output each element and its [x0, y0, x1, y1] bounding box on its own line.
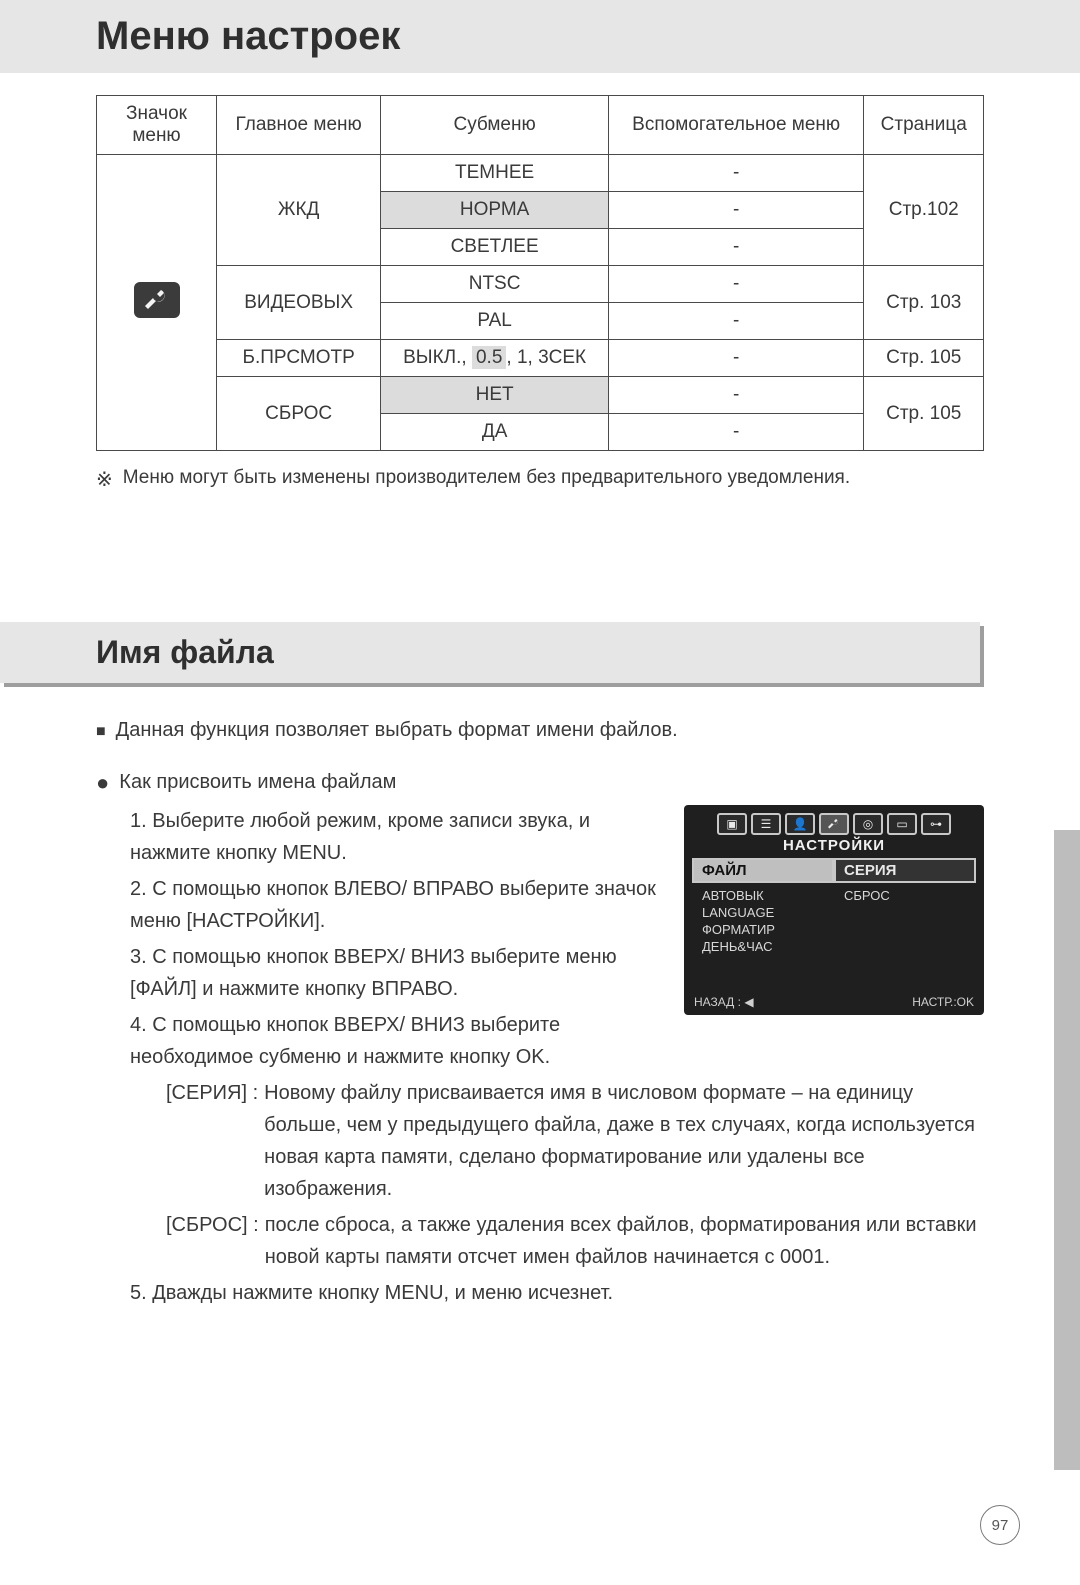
lcd-right-header: СЕРИЯ	[834, 858, 976, 883]
table-row: ВИДЕОВЫХ NTSC - Стр. 103	[97, 266, 984, 303]
section2-title-band: Имя файла	[0, 622, 980, 683]
howto-heading: ● Как присвоить имена файлам	[96, 771, 984, 795]
note-symbol: ※	[96, 467, 113, 492]
camera-lcd-screenshot: ▣ ☰ 👤 ◎ ▭ ⊶ НАСТРОЙКИ ФАЙЛ АВТОВЫК LANGU…	[684, 805, 984, 1015]
lcd-tabbar: ▣ ☰ 👤 ◎ ▭ ⊶	[692, 813, 976, 835]
step-4b-text: после сброса, а также удаления всех файл…	[265, 1209, 984, 1273]
note-text: Меню могут быть изменены производителем …	[123, 467, 850, 492]
lead-text: Данная функция позволяет выбрать формат …	[116, 719, 678, 745]
col-aux: Вспомогательное меню	[608, 96, 864, 155]
step-4a: [СЕРИЯ] : Новому файлу присваивается имя…	[166, 1077, 984, 1205]
page-cell: Стр. 105	[864, 377, 984, 451]
aux-cell: -	[608, 377, 864, 414]
submenu-cell: СВЕТЛЕЕ	[381, 229, 609, 266]
aux-cell: -	[608, 192, 864, 229]
step-4a-label: [СЕРИЯ] :	[166, 1077, 258, 1205]
settings-table: Значок меню Главное меню Субменю Вспомог…	[96, 95, 984, 451]
page-cell: Стр. 103	[864, 266, 984, 340]
lcd-tab-icon: ▣	[717, 813, 747, 835]
step-2: 2. С помощью кнопок ВЛЕВО/ ВПРАВО выбери…	[130, 873, 664, 937]
manual-page: Меню настроек Значок меню Главное меню С…	[0, 0, 1080, 1585]
lcd-item: СБРОС	[834, 887, 976, 904]
lcd-tab-icon: 👤	[785, 813, 815, 835]
content-area: Значок меню Главное меню Субменю Вспомог…	[0, 95, 1080, 492]
col-icon: Значок меню	[97, 96, 217, 155]
main-menu-cell: ВИДЕОВЫХ	[217, 266, 381, 340]
lcd-tab-icon: ▭	[887, 813, 917, 835]
page-cell: Стр.102	[864, 155, 984, 266]
main-menu-cell: Б.ПРСМОТР	[217, 340, 381, 377]
lcd-foot-left: НАЗАД : ◀	[694, 995, 754, 1009]
steps-continued: [СЕРИЯ] : Новому файлу присваивается имя…	[130, 1077, 984, 1309]
main-menu-cell: СБРОС	[217, 377, 381, 451]
lcd-title: НАСТРОЙКИ	[692, 837, 976, 854]
submenu-cell: НОРМА	[381, 192, 609, 229]
step-3: 3. С помощью кнопок ВВЕРХ/ ВНИЗ выберите…	[130, 941, 664, 1005]
lcd-tab-icon: ◎	[853, 813, 883, 835]
submenu-cell: ВЫКЛ., 0.5, 1, 3СЕК	[381, 340, 609, 377]
page-number: 97	[980, 1505, 1020, 1545]
step-4b: [СБРОС] : после сброса, а также удаления…	[166, 1209, 984, 1273]
table-row: ЖКД ТЕМНЕЕ - Стр.102	[97, 155, 984, 192]
main-menu-cell: ЖКД	[217, 155, 381, 266]
lcd-item: ФОРМАТИР	[692, 921, 834, 938]
page-title: Меню настроек	[96, 14, 1080, 59]
submenu-cell: ДА	[381, 414, 609, 451]
lcd-left-col: ФАЙЛ АВТОВЫК LANGUAGE ФОРМАТИР ДЕНЬ&ЧАС	[692, 858, 834, 955]
howto-title: Как присвоить имена файлам	[119, 771, 396, 795]
submenu-cell: NTSC	[381, 266, 609, 303]
aux-cell: -	[608, 340, 864, 377]
sub-prefix: ВЫКЛ.,	[403, 347, 472, 368]
table-row: СБРОС НЕТ - Стр. 105	[97, 377, 984, 414]
lcd-tab-settings-icon	[819, 813, 849, 835]
section2-body: ■ Данная функция позволяет выбрать форма…	[0, 683, 1080, 1309]
aux-cell: -	[608, 414, 864, 451]
step-5: 5. Дважды нажмите кнопку MENU, и меню ис…	[130, 1277, 984, 1309]
lcd-item: АВТОВЫК	[692, 887, 834, 904]
lcd-item: ДЕНЬ&ЧАС	[692, 938, 834, 955]
step-4b-label: [СБРОС] :	[166, 1209, 259, 1273]
submenu-cell: ТЕМНЕЕ	[381, 155, 609, 192]
lcd-left-header: ФАЙЛ	[692, 858, 834, 883]
lead-line: ■ Данная функция позволяет выбрать форма…	[96, 719, 984, 745]
menu-icon-cell	[97, 155, 217, 451]
lcd-right-col: СЕРИЯ СБРОС	[834, 858, 976, 955]
step-1: 1. Выберите любой режим, кроме записи зв…	[130, 805, 664, 869]
steps-column: 1. Выберите любой режим, кроме записи зв…	[130, 805, 664, 1077]
aux-cell: -	[608, 229, 864, 266]
side-thumb-tab	[1054, 830, 1080, 1470]
lcd-columns: ФАЙЛ АВТОВЫК LANGUAGE ФОРМАТИР ДЕНЬ&ЧАС …	[692, 858, 976, 955]
sub-highlight: 0.5	[472, 346, 506, 369]
page-cell: Стр. 105	[864, 340, 984, 377]
step-4a-text: Новому файлу присваивается имя в числово…	[264, 1077, 984, 1205]
lcd-footer: НАЗАД : ◀ НАСТР.:OK	[694, 995, 974, 1009]
circle-bullet-icon: ●	[96, 771, 109, 795]
lcd-tab-icon: ⊶	[921, 813, 951, 835]
aux-cell: -	[608, 155, 864, 192]
lcd-foot-right: НАСТР.:OK	[912, 995, 974, 1009]
steps-with-screenshot: 1. Выберите любой режим, кроме записи зв…	[96, 805, 984, 1077]
col-sub: Субменю	[381, 96, 609, 155]
aux-cell: -	[608, 266, 864, 303]
section2-title: Имя файла	[96, 634, 980, 671]
page-number-value: 97	[992, 1517, 1009, 1534]
table-header-row: Значок меню Главное меню Субменю Вспомог…	[97, 96, 984, 155]
step-4: 4. С помощью кнопок ВВЕРХ/ ВНИЗ выберите…	[130, 1009, 664, 1073]
col-page: Страница	[864, 96, 984, 155]
note-line: ※ Меню могут быть изменены производителе…	[96, 467, 984, 492]
sub-suffix: , 1, 3СЕК	[506, 347, 586, 368]
aux-cell: -	[608, 303, 864, 340]
page-title-band: Меню настроек	[0, 0, 1080, 73]
lcd-tab-icon: ☰	[751, 813, 781, 835]
square-bullet-icon: ■	[96, 719, 106, 745]
lcd-item: LANGUAGE	[692, 904, 834, 921]
submenu-cell: НЕТ	[381, 377, 609, 414]
table-row: Б.ПРСМОТР ВЫКЛ., 0.5, 1, 3СЕК - Стр. 105	[97, 340, 984, 377]
col-main: Главное меню	[217, 96, 381, 155]
submenu-cell: PAL	[381, 303, 609, 340]
wrench-icon	[134, 282, 180, 318]
